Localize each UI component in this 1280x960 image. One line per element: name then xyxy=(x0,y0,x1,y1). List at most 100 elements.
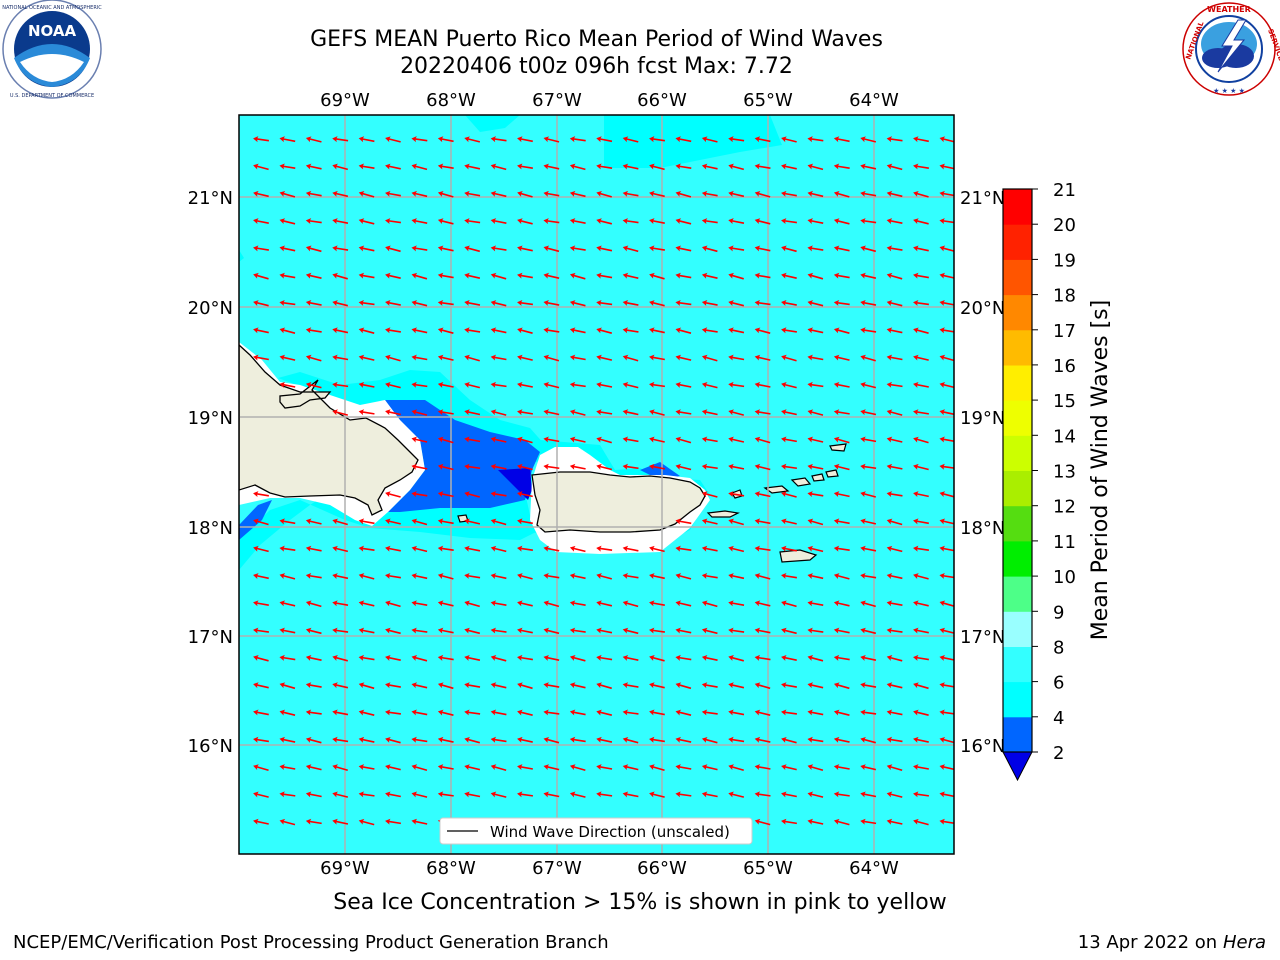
wind-wave-arrow xyxy=(622,245,639,253)
wind-wave-arrow xyxy=(622,382,639,389)
wind-wave-arrow xyxy=(781,518,797,525)
latitude-label: 19°N xyxy=(960,408,1005,429)
wind-wave-arrow xyxy=(305,382,322,389)
wind-wave-arrow xyxy=(464,436,481,443)
wind-wave-arrow xyxy=(490,300,507,307)
colorbar-segment xyxy=(1003,400,1032,436)
wind-wave-arrow xyxy=(939,245,954,253)
wind-wave-arrow xyxy=(701,654,718,661)
wind-wave-arrow xyxy=(807,163,824,171)
wind-wave-arrow xyxy=(833,354,850,361)
wind-wave-arrow xyxy=(385,518,401,525)
wind-wave-arrow xyxy=(622,463,639,470)
wind-wave-arrow xyxy=(596,245,613,252)
wind-wave-arrow xyxy=(596,327,612,334)
wind-wave-arrow xyxy=(596,136,613,143)
wind-wave-arrow xyxy=(490,272,507,280)
wind-wave-arrow xyxy=(939,382,954,389)
colorbar-extend-arrow xyxy=(1002,751,1033,782)
wind-wave-arrow xyxy=(728,300,745,307)
wind-wave-arrow xyxy=(675,381,692,388)
wind-wave-arrow xyxy=(675,791,692,798)
wind-wave-arrow xyxy=(517,272,533,279)
wind-wave-arrow xyxy=(332,791,349,798)
wind-wave-arrow xyxy=(781,300,797,306)
wind-wave-arrow xyxy=(754,627,771,634)
wind-wave-arrow xyxy=(860,245,876,253)
wind-wave-arrow xyxy=(358,627,375,634)
wind-wave-arrow xyxy=(332,709,349,716)
wind-wave-arrow xyxy=(411,682,428,689)
wind-wave-arrow xyxy=(569,163,586,171)
wind-wave-arrow xyxy=(781,682,797,689)
wind-wave-arrow xyxy=(913,218,929,225)
wind-wave-arrow xyxy=(253,136,269,143)
wind-wave-arrow xyxy=(939,600,954,608)
colorbar-segment xyxy=(1003,224,1032,260)
wind-wave-arrow xyxy=(385,163,401,170)
wind-wave-arrow xyxy=(253,655,269,662)
wind-wave-arrow xyxy=(464,600,480,608)
wind-wave-arrow xyxy=(913,573,929,580)
wind-wave-arrow xyxy=(860,572,877,579)
wind-wave-arrow xyxy=(358,272,375,279)
wind-wave-arrow xyxy=(305,791,322,798)
longitude-label: 66°W xyxy=(637,858,687,879)
wind-wave-arrow xyxy=(358,136,375,143)
longitude-label: 64°W xyxy=(849,858,899,879)
wind-wave-arrow xyxy=(385,245,401,253)
colorbar-tick-label: 12 xyxy=(1053,497,1076,518)
wind-wave-arrow xyxy=(939,791,954,798)
wind-wave-arrow xyxy=(464,736,480,744)
wind-wave-arrow xyxy=(464,300,481,306)
colorbar-segment xyxy=(1003,716,1032,753)
wind-wave-arrow xyxy=(886,791,903,798)
wind-wave-arrow xyxy=(596,627,613,634)
wind-wave-arrow xyxy=(437,764,454,771)
island-outline xyxy=(763,485,790,494)
wind-wave-arrow xyxy=(860,791,877,798)
wind-wave-arrow xyxy=(939,436,954,443)
noaa-logo: NOAA NATIONAL OCEANIC AND ATMOSPHERIC U.… xyxy=(0,0,104,102)
wind-wave-arrow xyxy=(279,381,296,388)
wind-wave-arrow xyxy=(728,518,744,526)
wind-wave-arrow xyxy=(517,354,533,361)
wind-wave-arrow xyxy=(543,545,560,552)
island-outline xyxy=(811,473,825,482)
wind-wave-arrow xyxy=(886,190,903,198)
wind-wave-arrow xyxy=(781,627,797,635)
wind-wave-arrow xyxy=(701,545,718,552)
colorbar-tick-label: 15 xyxy=(1053,391,1076,412)
wind-wave-arrow xyxy=(939,736,954,744)
longitude-label: 64°W xyxy=(849,90,899,111)
wind-wave-arrow xyxy=(675,545,692,552)
wind-wave-arrow xyxy=(437,627,454,634)
colorbar-tick-label: 6 xyxy=(1053,673,1064,694)
wind-wave-arrow xyxy=(411,218,428,225)
wind-wave-arrow xyxy=(886,518,903,526)
wind-wave-arrow xyxy=(622,136,639,143)
colorbar-segment xyxy=(1003,364,1032,401)
wind-wave-arrow xyxy=(886,463,903,470)
wind-wave-arrow xyxy=(807,518,824,526)
wind-wave-arrow xyxy=(437,682,454,690)
wind-wave-arrow xyxy=(781,600,797,608)
sea-ice-caption: Sea Ice Concentration > 15% is shown in … xyxy=(333,890,947,915)
wind-wave-arrow xyxy=(464,218,481,225)
wind-wave-arrow xyxy=(754,354,771,361)
wind-wave-arrow xyxy=(807,682,824,689)
wind-wave-arrow xyxy=(332,163,348,171)
wind-wave-arrow xyxy=(385,300,401,306)
longitude-label: 66°W xyxy=(637,90,687,111)
wind-wave-arrow xyxy=(886,627,903,634)
wind-wave-arrow xyxy=(913,245,929,252)
wind-wave-arrow xyxy=(437,136,454,143)
wind-wave-arrow xyxy=(913,709,929,716)
wind-wave-arrow xyxy=(253,354,269,361)
wind-wave-arrow xyxy=(728,354,745,361)
wind-wave-arrow xyxy=(332,655,348,662)
wind-wave-arrow xyxy=(517,409,533,416)
wind-wave-arrow xyxy=(913,545,929,552)
wind-wave-arrow xyxy=(517,736,533,743)
colorbar-segment xyxy=(1003,505,1032,542)
